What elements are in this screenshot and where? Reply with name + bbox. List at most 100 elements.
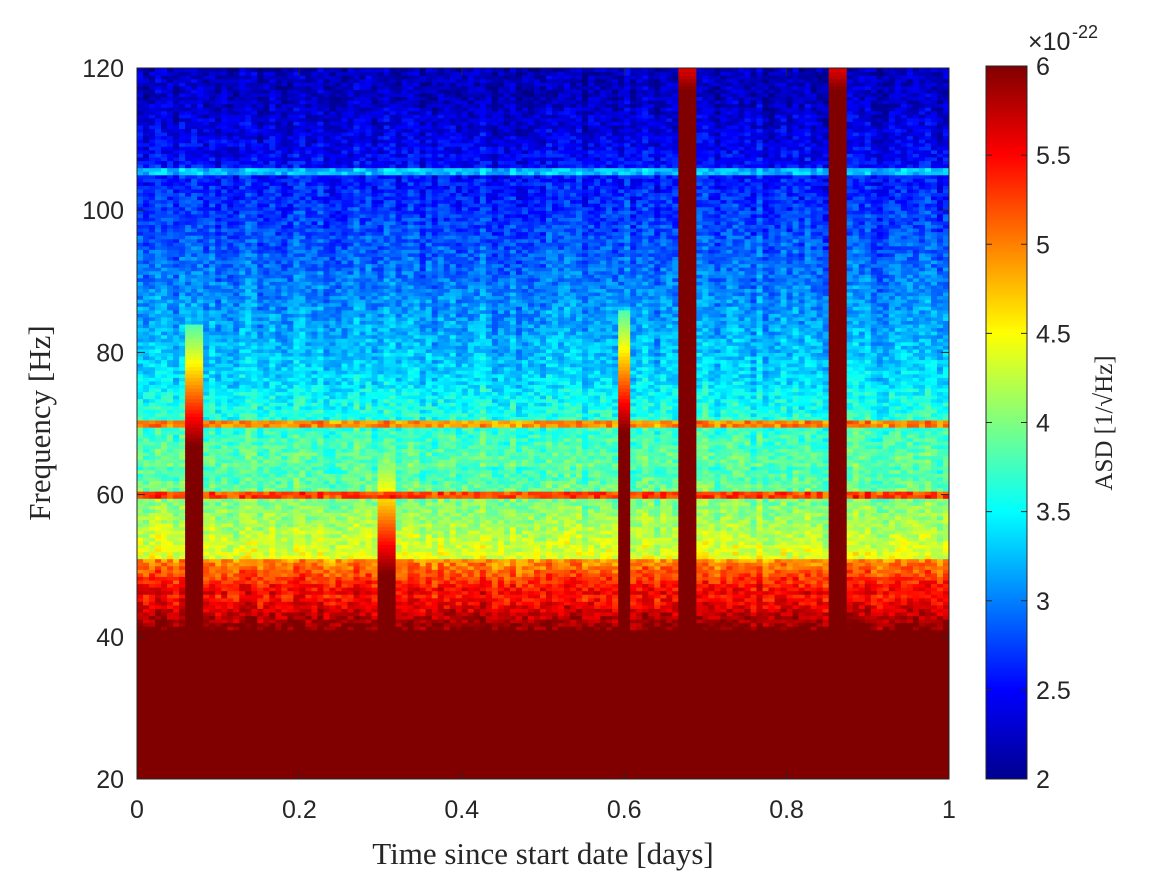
heatmap-cell: [179, 214, 186, 218]
heatmap-cell: [257, 100, 264, 104]
heatmap-cell: [233, 555, 240, 559]
heatmap-cell: [191, 210, 198, 214]
heatmap-cell: [263, 541, 270, 545]
heatmap-cell: [257, 367, 264, 371]
heatmap-cell: [269, 434, 276, 438]
heatmap-cell: [263, 516, 270, 520]
heatmap-cell: [161, 651, 168, 655]
heatmap-cell: [155, 431, 162, 435]
heatmap-cell: [221, 121, 228, 125]
heatmap-cell: [155, 534, 162, 538]
heatmap-cell: [251, 555, 258, 559]
heatmap-cell: [281, 406, 288, 410]
heatmap-cell: [143, 456, 150, 460]
heatmap-cell: [203, 523, 210, 527]
heatmap-cell: [269, 623, 276, 627]
heatmap-cell: [191, 402, 198, 406]
heatmap-cell: [221, 402, 228, 406]
heatmap-cell: [203, 232, 210, 236]
heatmap-cell: [149, 136, 156, 140]
heatmap-cell: [179, 697, 186, 701]
heatmap-cell: [233, 381, 240, 385]
heatmap-cell: [137, 477, 144, 481]
heatmap-cell: [275, 576, 282, 580]
heatmap-cell: [155, 548, 162, 552]
heatmap-cell: [137, 399, 144, 403]
heatmap-cell: [203, 160, 210, 164]
heatmap-cell: [185, 566, 192, 570]
heatmap-cell: [143, 79, 150, 83]
heatmap-cell: [209, 647, 216, 651]
heatmap-cell: [161, 623, 168, 627]
heatmap-cell: [233, 125, 240, 129]
heatmap-cell: [143, 374, 150, 378]
heatmap-cell: [161, 733, 168, 737]
heatmap-cell: [245, 356, 252, 360]
heatmap-cell: [275, 157, 282, 161]
heatmap-cell: [257, 107, 264, 111]
heatmap-cell: [167, 441, 174, 445]
heatmap-cell: [215, 356, 222, 360]
heatmap-cell: [221, 264, 228, 268]
heatmap-cell: [269, 75, 276, 79]
heatmap-cell: [233, 424, 240, 428]
heatmap-cell: [167, 427, 174, 431]
heatmap-cell: [143, 566, 150, 570]
heatmap-cell: [245, 527, 252, 531]
heatmap-cell: [221, 669, 228, 673]
heatmap-cell: [155, 235, 162, 239]
heatmap-cell: [167, 72, 174, 76]
heatmap-cell: [215, 146, 222, 150]
heatmap-cell: [251, 587, 258, 591]
heatmap-cell: [179, 743, 186, 747]
heatmap-cell: [203, 480, 210, 484]
heatmap-cell: [203, 335, 210, 339]
heatmap-cell: [149, 86, 156, 90]
heatmap-cell: [209, 256, 216, 260]
heatmap-cell: [221, 608, 228, 612]
heatmap-cell: [149, 242, 156, 246]
heatmap-cell: [251, 605, 258, 609]
heatmap-cell: [239, 647, 246, 651]
heatmap-cell: [197, 726, 204, 730]
heatmap-cell: [239, 114, 246, 118]
heatmap-cell: [149, 256, 156, 260]
heatmap-cell: [203, 544, 210, 548]
heatmap-cell: [185, 118, 192, 122]
heatmap-cell: [233, 559, 240, 563]
heatmap-cell: [221, 495, 228, 499]
heatmap-cell: [215, 534, 222, 538]
heatmap-cell: [269, 324, 276, 328]
heatmap-cell: [221, 221, 228, 225]
heatmap-cell: [185, 377, 192, 381]
heatmap-cell: [209, 683, 216, 687]
heatmap-cell: [239, 772, 246, 776]
heatmap-cell: [197, 541, 204, 545]
heatmap-cell: [197, 210, 204, 214]
heatmap-cell: [161, 448, 168, 452]
heatmap-cell: [263, 409, 270, 413]
heatmap-cell: [137, 438, 144, 442]
heatmap-cell: [227, 530, 234, 534]
heatmap-cell: [239, 153, 246, 157]
heatmap-cell: [143, 306, 150, 310]
heatmap-cell: [143, 484, 150, 488]
heatmap-cell: [251, 363, 258, 367]
heatmap-cell: [227, 182, 234, 186]
heatmap-cell: [281, 672, 288, 676]
heatmap-cell: [155, 708, 162, 712]
heatmap-cell: [227, 495, 234, 499]
heatmap-cell: [215, 374, 222, 378]
heatmap-cell: [251, 388, 258, 392]
heatmap-cell: [137, 342, 144, 346]
heatmap-cell: [197, 182, 204, 186]
heatmap-cell: [167, 751, 174, 755]
heatmap-cell: [275, 256, 282, 260]
heatmap-cell: [269, 192, 276, 196]
heatmap-cell: [137, 726, 144, 730]
heatmap-cell: [245, 278, 252, 282]
heatmap-cell: [191, 168, 198, 172]
heatmap-cell: [185, 687, 192, 691]
heatmap-cell: [275, 505, 282, 509]
heatmap-cell: [143, 420, 150, 424]
